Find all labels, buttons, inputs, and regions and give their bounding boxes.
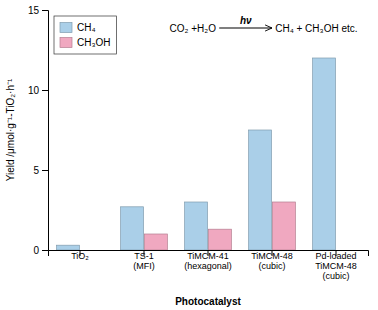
y-tick-label: 5 <box>33 165 39 176</box>
x-tick-label: TiMCM-48(cubic) <box>251 251 293 271</box>
y-axis-line <box>42 11 49 251</box>
equation: CO₂ +H₂O hν CH₄ + CH₃OH etc. <box>170 15 358 34</box>
y-tick: 5 <box>33 165 48 176</box>
y-tick: 0 <box>33 245 48 256</box>
bar <box>272 202 295 250</box>
bars <box>57 58 336 250</box>
y-tick-label: 15 <box>28 5 40 16</box>
legend: CH₄ CH₃OH <box>54 16 117 54</box>
bar <box>208 229 231 250</box>
x-tick: TS-1(MFI) <box>133 250 155 271</box>
y-tick-mark <box>42 90 48 91</box>
x-tick: TiMCM-48(cubic) <box>251 250 293 271</box>
x-tick: Pd-loadedTiMCM-48(cubic) <box>315 250 357 281</box>
legend-swatch <box>60 23 72 33</box>
annotation-arrow <box>219 27 272 28</box>
x-tick: TiMCM-41(hexagonal) <box>184 250 232 271</box>
x-axis-title: Photocatalyst <box>175 296 241 307</box>
bar <box>57 245 80 250</box>
y-tick: 15 <box>28 5 48 16</box>
y-tick-mark <box>42 170 48 171</box>
bar <box>121 207 144 250</box>
bar-series <box>144 202 295 250</box>
y-axis-title: Yield /μmol·g⁻¹-TiO₂·h⁻¹ <box>5 78 16 181</box>
legend-swatch <box>60 38 72 48</box>
y-tick: 10 <box>28 85 48 96</box>
y-axis: 0 5 10 15 <box>28 5 49 256</box>
annotation: CO₂ +H₂O <box>170 23 217 34</box>
bar <box>313 58 336 250</box>
x-tick-label: TiMCM-41(hexagonal) <box>184 251 232 271</box>
x-axis: TiO₂ TS-1(MFI) TiMCM-41(hexagonal) TiMCM-48… <box>49 250 369 281</box>
bar <box>185 202 208 250</box>
legend-label: CH₃OH <box>77 37 111 48</box>
y-tick-mark <box>42 10 48 11</box>
annotation: hν <box>240 15 252 26</box>
bar <box>249 130 272 250</box>
bar <box>336 250 359 251</box>
y-tick-mark <box>42 250 48 251</box>
bar <box>80 250 103 251</box>
annotation: CH₄ + CH₃OH etc. <box>275 23 357 34</box>
legend-label: CH₄ <box>77 22 96 33</box>
legend-frame <box>54 16 117 54</box>
plot: 051015TiO₂TS-1(MFI)TiMCM-41(hexagonal)Ti… <box>5 5 369 307</box>
x-tick: TiO₂ <box>71 250 89 261</box>
y-tick-label: 0 <box>33 245 39 256</box>
x-tick-label: Pd-loadedTiMCM-48(cubic) <box>315 251 357 281</box>
bar-series <box>57 58 336 250</box>
x-tick-label: TiO₂ <box>71 251 89 261</box>
bar <box>144 234 167 250</box>
x-tick-label: TS-1(MFI) <box>133 251 155 271</box>
y-tick-label: 10 <box>28 85 40 96</box>
chart: 051015TiO₂TS-1(MFI)TiMCM-41(hexagonal)Ti… <box>0 0 378 310</box>
